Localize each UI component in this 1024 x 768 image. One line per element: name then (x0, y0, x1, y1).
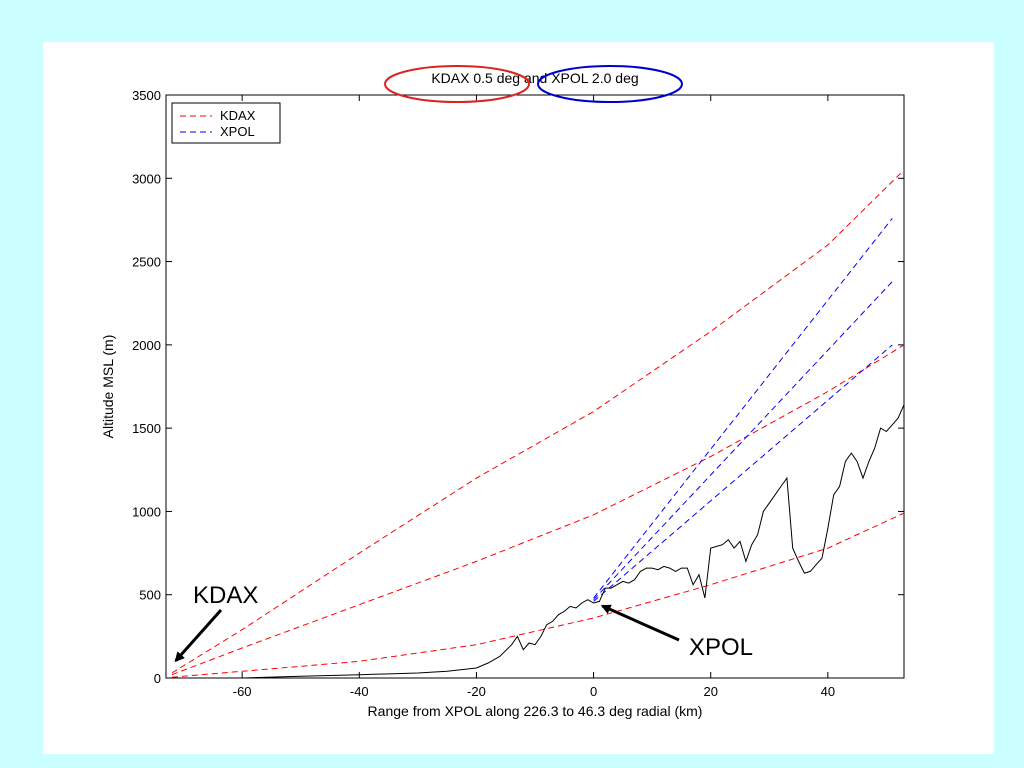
legend-label-xpol: XPOL (220, 124, 255, 139)
chart-title: KDAX 0.5 deg and XPOL 2.0 deg (431, 70, 638, 86)
x-tick-label: 20 (703, 684, 717, 699)
highlight-ellipse-kdax (384, 65, 530, 103)
annotation-xpol: XPOL (689, 634, 753, 661)
x-tick-label: -40 (350, 684, 369, 699)
series-line-xpol-center (593, 281, 893, 601)
terrain-line (171, 404, 904, 678)
y-tick-label: 2500 (132, 255, 161, 270)
x-tick-label: 40 (821, 684, 835, 699)
legend-label-kdax: KDAX (220, 108, 256, 123)
chart: -60 -40 -20 0 20 40 0 500 1000 1500 2000 2500 3000 35… (100, 65, 905, 719)
y-tick-label: 1500 (132, 421, 161, 436)
series-line-kdax-center (171, 344, 904, 676)
y-tick-label: 3000 (132, 171, 161, 186)
annotation-arrow-xpol (600, 604, 680, 642)
slide: -60 -40 -20 0 20 40 0 500 1000 1500 2000 2500 3000 35… (43, 42, 994, 754)
x-tick-label: -20 (467, 684, 486, 699)
legend-box (171, 102, 281, 144)
series-line-kdax-lower (171, 512, 904, 678)
x-axis-label: Range from XPOL along 226.3 to 46.3 deg … (368, 703, 703, 719)
x-tick-label: -60 (233, 684, 252, 699)
y-tick-label: 0 (154, 671, 161, 686)
series-line-xpol-upper (593, 217, 893, 599)
series-line-kdax-upper (171, 169, 904, 674)
annotation-arrow-kdax (174, 609, 223, 663)
y-tick-label: 1000 (132, 504, 161, 519)
series-layer (171, 169, 904, 678)
y-tick-label: 3500 (132, 88, 161, 103)
y-tick-label: 2000 (132, 338, 161, 353)
y-axis-label: Altitude MSL (m) (100, 335, 116, 439)
annotation-kdax: KDAX (193, 582, 258, 609)
highlight-ellipse-xpol (537, 65, 683, 103)
x-tick-label: 0 (590, 684, 597, 699)
plot-frame (165, 94, 905, 679)
y-tick-label: 500 (139, 588, 161, 603)
series-line-xpol-lower (593, 344, 893, 602)
